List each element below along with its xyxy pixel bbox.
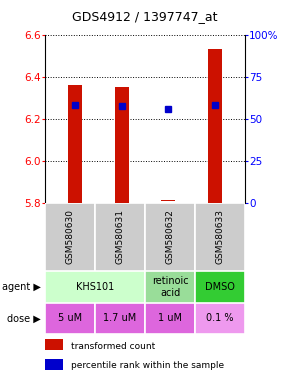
Bar <box>45 271 145 303</box>
Bar <box>145 303 195 334</box>
Bar <box>45 303 95 334</box>
Text: percentile rank within the sample: percentile rank within the sample <box>71 361 224 370</box>
Text: GDS4912 / 1397747_at: GDS4912 / 1397747_at <box>72 10 218 23</box>
Bar <box>115 87 129 203</box>
Bar <box>145 203 195 271</box>
Text: transformed count: transformed count <box>71 341 155 351</box>
Text: KHS101: KHS101 <box>76 282 114 292</box>
Bar <box>45 339 63 350</box>
Text: DMSO: DMSO <box>205 282 235 292</box>
Text: 0.1 %: 0.1 % <box>206 313 234 323</box>
Bar <box>161 200 175 201</box>
Bar <box>45 203 95 271</box>
Text: GSM580630: GSM580630 <box>66 210 75 265</box>
Text: 1 uM: 1 uM <box>158 313 182 323</box>
Bar <box>195 271 245 303</box>
Bar <box>95 203 145 271</box>
Bar <box>68 85 82 203</box>
Text: GSM580631: GSM580631 <box>115 210 124 265</box>
Text: 5 uM: 5 uM <box>58 313 82 323</box>
Bar <box>208 49 222 203</box>
Bar <box>195 303 245 334</box>
Text: GSM580632: GSM580632 <box>166 210 175 265</box>
Text: retinoic
acid: retinoic acid <box>152 276 188 298</box>
Bar <box>145 271 195 303</box>
Bar <box>45 359 63 370</box>
Text: 1.7 uM: 1.7 uM <box>103 313 137 323</box>
Text: agent ▶: agent ▶ <box>2 282 41 292</box>
Text: dose ▶: dose ▶ <box>7 313 41 323</box>
Bar <box>95 303 145 334</box>
Text: GSM580633: GSM580633 <box>215 210 224 265</box>
Bar <box>195 203 245 271</box>
